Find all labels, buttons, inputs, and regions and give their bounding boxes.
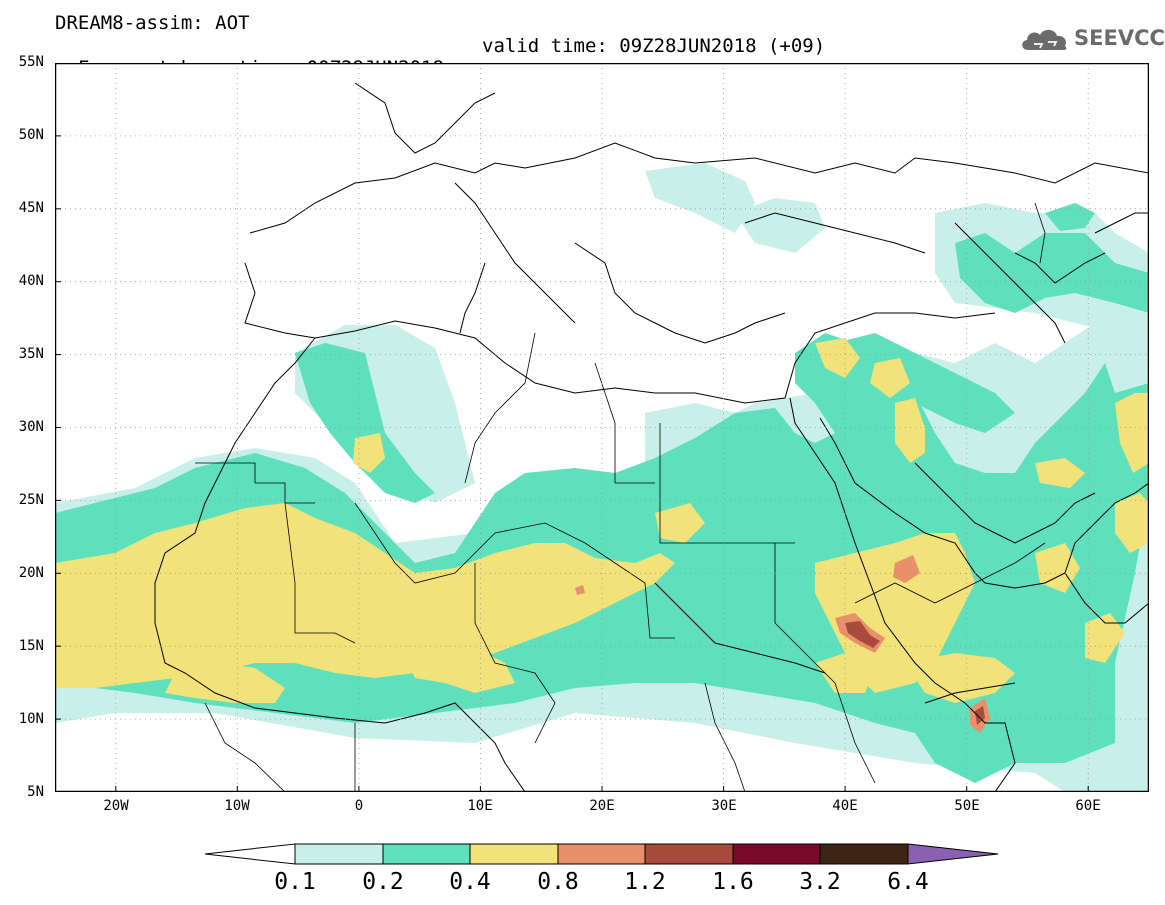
- coastlines: [154, 82, 1149, 792]
- colorbar-swatch: [294, 843, 384, 865]
- map-title: DREAM8-assim: AOT: [55, 12, 250, 34]
- seevccc-logo: SEEVCCC: [1018, 24, 1165, 54]
- valid-time: valid time: 09Z28JUN2018 (+09): [482, 35, 826, 57]
- aot-level-1.2: [845, 621, 985, 725]
- cloud-icon: [1022, 29, 1067, 50]
- lat-label: 45N: [18, 200, 44, 216]
- logo-text: SEEVCCC: [1074, 26, 1165, 50]
- colorbar-label: 0.2: [362, 869, 404, 895]
- colorbar-label: 0.4: [449, 869, 491, 895]
- lon-label: 40E: [832, 798, 858, 814]
- lon-label: 10W: [224, 798, 250, 814]
- colorbar-label: 6.4: [887, 869, 929, 895]
- aot-map: [55, 63, 1149, 792]
- lat-label: 55N: [18, 54, 44, 70]
- colorbar-swatch: [382, 843, 471, 865]
- lon-label: 50E: [954, 798, 980, 814]
- lat-label: 25N: [18, 492, 44, 508]
- lat-label: 35N: [18, 346, 44, 362]
- colorbar-swatch: [819, 843, 909, 865]
- lon-label: 60E: [1075, 798, 1101, 814]
- lat-label: 30N: [18, 419, 44, 435]
- colorbar-swatch: [732, 843, 821, 865]
- colorbar-label: 1.2: [624, 869, 666, 895]
- country-borders: [195, 202, 1046, 792]
- colorbar-swatch: [557, 843, 646, 865]
- lat-label: 15N: [18, 638, 44, 654]
- colorbar-swatch: [907, 843, 999, 865]
- lon-label: 30E: [711, 798, 737, 814]
- colorbar: [205, 843, 999, 865]
- lat-label: 5N: [27, 784, 44, 800]
- colorbar-label: 3.2: [799, 869, 841, 895]
- lat-label: 40N: [18, 273, 44, 289]
- lon-label: 0: [354, 798, 364, 814]
- colorbar-label: 1.6: [712, 869, 754, 895]
- lat-label: 50N: [18, 127, 44, 143]
- map-frame: [55, 63, 1149, 792]
- lon-label: 10E: [467, 798, 493, 814]
- colorbar-label: 0.8: [537, 869, 579, 895]
- lon-label: 20W: [103, 798, 129, 814]
- colorbar-swatch: [644, 843, 734, 865]
- colorbar-label: 0.1: [274, 869, 316, 895]
- lat-label: 10N: [18, 711, 44, 727]
- lon-label: 20E: [589, 798, 615, 814]
- colorbar-swatch: [205, 843, 296, 865]
- lat-label: 20N: [18, 565, 44, 581]
- colorbar-swatch: [469, 843, 559, 865]
